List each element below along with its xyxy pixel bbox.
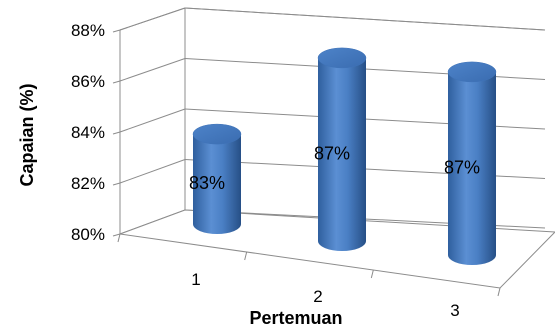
y-tick-label: 86% <box>71 72 105 91</box>
gridline-back <box>184 7 546 31</box>
x-tick-mark <box>117 233 121 243</box>
gridline-left <box>119 7 186 31</box>
y-tick-mark <box>112 29 121 33</box>
bar-top <box>192 123 242 145</box>
x-axis-ticks <box>117 233 501 297</box>
y-tick-label: 82% <box>71 174 105 193</box>
x-tick-mark <box>244 251 248 261</box>
x-tick-mark <box>370 269 374 279</box>
bar-body <box>193 134 241 234</box>
y-tick-mark <box>112 233 121 237</box>
x-tick-label: 1 <box>191 270 200 289</box>
gridline-left <box>119 108 186 133</box>
x-tick-label: 3 <box>450 301 459 320</box>
y-tick-labels: 80% 82% 84% 86% 88% <box>71 21 105 244</box>
y-tick-label: 80% <box>71 225 105 244</box>
gridline-left <box>119 159 186 184</box>
bar <box>447 61 497 266</box>
bar <box>192 123 242 234</box>
data-label: 83% <box>189 173 225 193</box>
y-tick-label: 88% <box>71 21 105 40</box>
y-tick-mark <box>112 80 121 84</box>
bars <box>192 47 497 266</box>
x-tick-label: 2 <box>313 287 322 306</box>
data-labels: 83% 87% 87% <box>189 143 480 193</box>
y-tick-mark <box>112 182 121 186</box>
data-label: 87% <box>314 143 350 163</box>
x-axis-title: Pertemuan <box>249 308 342 328</box>
y-tick-mark <box>112 131 121 135</box>
gridline-left <box>119 58 186 82</box>
data-label: 87% <box>444 157 480 177</box>
x-tick-mark <box>497 287 501 297</box>
x-tick-labels: 1 2 3 <box>191 270 459 320</box>
y-tick-label: 84% <box>71 123 105 142</box>
y-axis-title: Capaian (%) <box>17 83 37 186</box>
bar-top <box>447 61 497 83</box>
bar-body <box>318 57 366 252</box>
bar <box>317 47 367 252</box>
bar-top <box>317 47 367 69</box>
bar-body <box>448 71 496 266</box>
